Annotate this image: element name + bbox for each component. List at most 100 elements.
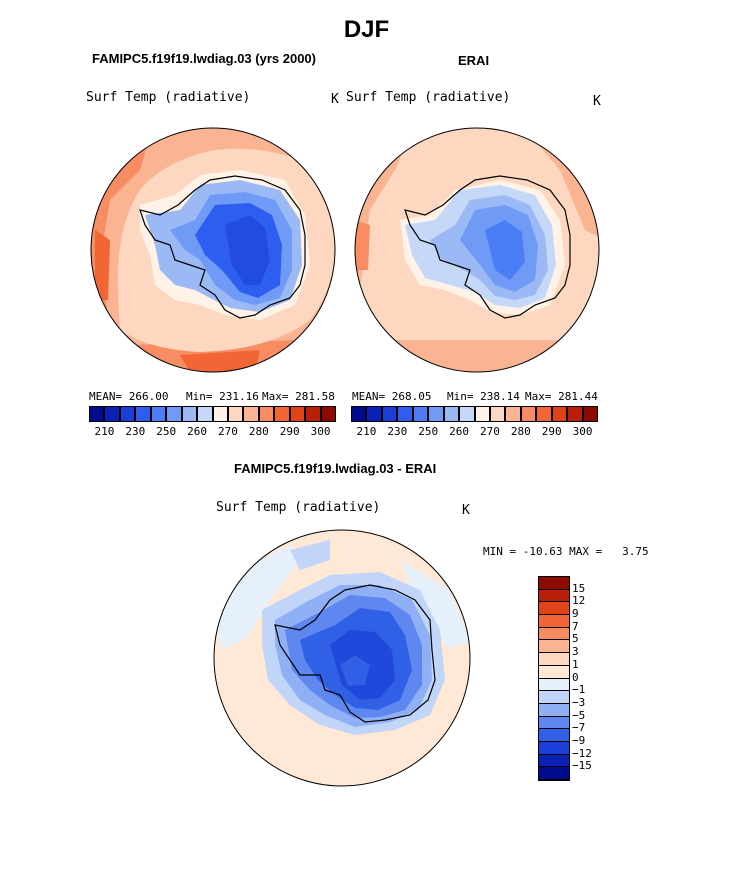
- colorbar-swatch: [582, 406, 598, 422]
- colorbar-swatch: [536, 406, 552, 422]
- coastline-model: [139, 175, 306, 319]
- colorbar-swatch: [381, 406, 398, 422]
- colorbar-tick-label: 15: [572, 581, 586, 595]
- colorbar-tick-label: −5: [572, 708, 586, 722]
- colorbar-swatch: [104, 406, 120, 422]
- colorbar-swatch: [539, 716, 569, 730]
- stat-mean-model: MEAN= 266.00: [89, 390, 169, 403]
- colorbar-swatch: [119, 406, 136, 422]
- colorbar-ticks-model: 210 230 250 260 270 280 290 300: [89, 425, 336, 439]
- colorbar-swatch: [539, 627, 569, 641]
- map-model: [91, 128, 335, 372]
- colorbar-tick-label: 300: [572, 425, 593, 438]
- panel-units-obs: K: [593, 94, 601, 109]
- colorbar-swatch: [197, 406, 213, 422]
- colorbar-tick-label: 12: [572, 594, 586, 608]
- colorbar-swatch: [212, 406, 228, 422]
- panel-label-obs: Surf Temp (radiative): [346, 90, 511, 105]
- colorbar-swatch: [539, 741, 569, 755]
- colorbar-diff: [538, 576, 570, 781]
- figure-title: DJF: [343, 16, 390, 43]
- colorbar-swatch: [443, 406, 460, 422]
- colorbar-swatch: [539, 589, 569, 603]
- colorbar-swatch: [412, 406, 429, 422]
- colorbar-tick-label: −1: [572, 683, 586, 697]
- panel-units-model: K: [331, 92, 339, 107]
- colorbar-swatch: [539, 665, 569, 679]
- colorbar-swatch: [539, 653, 569, 666]
- colorbar-swatch: [489, 406, 506, 422]
- colorbar-swatch: [567, 406, 583, 422]
- map-obs: [355, 128, 599, 372]
- colorbar-tick-label: −3: [572, 695, 586, 709]
- colorbar-tick-label: 300: [310, 425, 331, 438]
- colorbar-swatch: [539, 678, 569, 692]
- colorbar-tick-label: 260: [187, 425, 207, 438]
- stat-minmax-diff: MIN = -10.63 MAX = 3.75: [483, 545, 649, 558]
- stat-min-model: Min= 231.16: [186, 390, 259, 403]
- panel-units-diff: K: [462, 503, 470, 518]
- colorbar-swatch: [539, 767, 569, 780]
- colorbar-swatch: [459, 406, 475, 422]
- colorbar-model: [89, 406, 336, 422]
- colorbar-tick-label: 260: [449, 425, 469, 438]
- colorbar-tick-label: 9: [572, 607, 579, 621]
- colorbar-tick-label: 280: [510, 425, 531, 438]
- colorbar-tick-label: 230: [125, 425, 146, 438]
- colorbar-swatch: [366, 406, 382, 422]
- colorbar-tick-label: −9: [572, 733, 586, 747]
- stat-max-model: Max= 281.58: [262, 390, 335, 403]
- colorbar-swatch: [539, 754, 569, 768]
- colorbar-swatch: [539, 640, 569, 654]
- colorbar-tick-label: 290: [279, 425, 300, 438]
- colorbar-swatch: [539, 577, 569, 590]
- panel-header-model: FAMIPC5.f19f19.lwdiag.03 (yrs 2000): [92, 51, 316, 66]
- colorbar-ticks-diff: 15 12 9 7 5 3 1 0 −1 −3 −5 −7 −9 −12 −15: [572, 576, 612, 779]
- colorbar-swatch: [89, 406, 105, 422]
- stat-mean-obs: MEAN= 268.05: [352, 390, 432, 403]
- stat-min-obs: Min= 238.14: [447, 390, 520, 403]
- colorbar-swatch: [539, 615, 569, 628]
- colorbar-tick-label: 210: [94, 425, 115, 438]
- map-diff: [214, 530, 470, 786]
- colorbar-tick-label: −7: [572, 721, 586, 735]
- map-border-obs: [354, 127, 600, 373]
- colorbar-swatch: [243, 406, 259, 422]
- colorbar-swatch: [150, 406, 167, 422]
- colorbar-swatch: [539, 703, 569, 717]
- colorbar-tick-label: 0: [572, 670, 579, 684]
- colorbar-swatch: [135, 406, 151, 422]
- stat-max-obs: Max= 281.44: [525, 390, 598, 403]
- colorbar-swatch: [166, 406, 182, 422]
- panel-label-diff: Surf Temp (radiative): [216, 500, 381, 515]
- colorbar-swatch: [505, 406, 521, 422]
- colorbar-swatch: [289, 406, 306, 422]
- colorbar-tick-label: 290: [541, 425, 562, 438]
- colorbar-ticks-obs: 210 230 250 260 270 280 290 300: [351, 425, 598, 439]
- colorbar-swatch: [428, 406, 444, 422]
- colorbar-swatch: [539, 729, 569, 742]
- colorbar-tick-label: −12: [572, 746, 592, 760]
- colorbar-tick-label: 230: [387, 425, 408, 438]
- map-border-model: [90, 127, 336, 373]
- coastline-diff: [274, 584, 436, 723]
- colorbar-tick-label: 270: [480, 425, 500, 438]
- panel-header-obs: ERAI: [458, 53, 490, 68]
- colorbar-swatch: [539, 602, 569, 616]
- colorbar-tick-label: 7: [572, 619, 579, 633]
- colorbar-tick-label: 280: [248, 425, 269, 438]
- colorbar-swatch: [551, 406, 568, 422]
- colorbar-swatch: [351, 406, 367, 422]
- colorbar-swatch: [274, 406, 290, 422]
- panel-label-model: Surf Temp (radiative): [86, 90, 251, 105]
- colorbar-tick-label: 5: [572, 632, 579, 646]
- colorbar-tick-label: 270: [218, 425, 238, 438]
- colorbar-tick-label: 1: [572, 657, 579, 671]
- colorbar-swatch: [520, 406, 537, 422]
- colorbar-swatch: [181, 406, 198, 422]
- map-border-diff: [213, 529, 471, 787]
- colorbar-tick-label: −15: [572, 759, 592, 773]
- panel-header-diff: FAMIPC5.f19f19.lwdiag.03 - ERAI: [234, 461, 437, 476]
- colorbar-tick-label: 210: [356, 425, 377, 438]
- colorbar-tick-label: 250: [156, 425, 177, 438]
